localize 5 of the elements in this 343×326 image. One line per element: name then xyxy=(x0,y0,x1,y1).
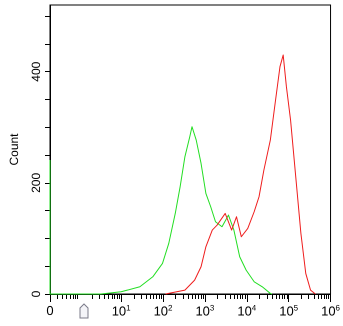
y-tick-label: 400 xyxy=(29,61,43,82)
y-tick-label: 200 xyxy=(29,172,43,193)
y-tick-label: 0 xyxy=(29,290,43,298)
x-tick-label: 0 xyxy=(46,303,54,318)
y-axis-title: Count xyxy=(7,132,21,166)
